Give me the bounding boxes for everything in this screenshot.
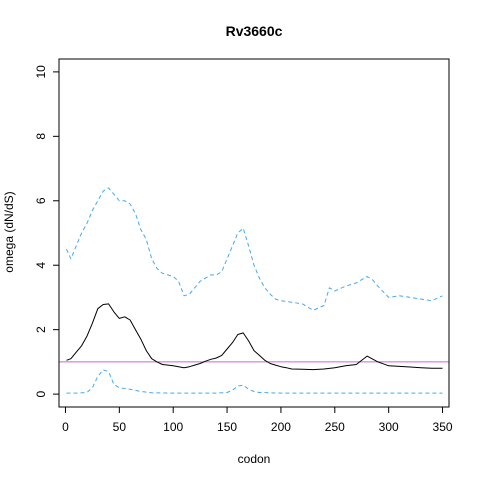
x-tick-label: 350 xyxy=(433,420,453,434)
axis-ticks: 0 50 100 150 200 250 300 350 0 2 4 6 8 10 xyxy=(34,65,453,434)
series-line-lower xyxy=(66,369,443,394)
y-tick-label: 0 xyxy=(34,390,48,397)
x-axis-label: codon xyxy=(238,452,271,466)
series-line-upper xyxy=(66,187,443,311)
plot-frame xyxy=(58,58,450,408)
x-tick-label: 150 xyxy=(217,420,237,434)
plot-area xyxy=(59,187,449,394)
x-tick-label: 200 xyxy=(271,420,291,434)
y-tick-label: 6 xyxy=(34,197,48,204)
x-tick-label: 0 xyxy=(62,420,69,434)
y-tick-label: 2 xyxy=(34,326,48,333)
x-tick-label: 50 xyxy=(113,420,127,434)
y-tick-label: 8 xyxy=(34,133,48,140)
y-tick-label: 10 xyxy=(34,65,48,79)
chart-title: Rv3660c xyxy=(226,23,283,39)
x-tick-label: 100 xyxy=(163,420,183,434)
y-tick-label: 4 xyxy=(34,262,48,269)
x-tick-label: 300 xyxy=(379,420,399,434)
x-tick-label: 250 xyxy=(325,420,345,434)
y-axis-label: omega (dN/dS) xyxy=(2,191,16,272)
series-line-estimate xyxy=(66,303,443,371)
